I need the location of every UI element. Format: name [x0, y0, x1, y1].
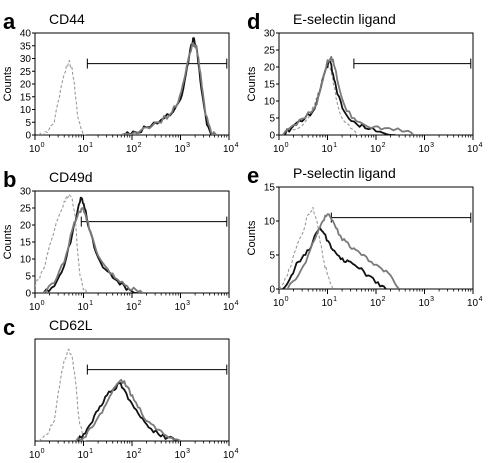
y-tick-label: 0	[269, 285, 275, 296]
y-tick-label: 15	[264, 183, 276, 194]
sample-histogram-line	[123, 37, 213, 135]
plot-frame	[278, 186, 474, 290]
x-tick-label: 100	[273, 142, 289, 155]
y-tick-label: 5	[269, 251, 275, 262]
sample-histogram-line	[282, 59, 396, 135]
y-tick-label: 15	[264, 80, 276, 91]
sample-histogram-line	[282, 226, 387, 289]
x-tick-label: 103	[175, 142, 191, 155]
x-tick-label: 101	[322, 142, 338, 155]
y-tick-label: 10	[20, 105, 32, 116]
x-tick-label: 104	[467, 142, 483, 155]
y-axis-label: Counts	[2, 66, 14, 101]
y-tick-label: 25	[264, 46, 276, 57]
y-tick-label: 5	[269, 114, 275, 125]
x-tick-label: 101	[322, 296, 338, 309]
x-tick-label: 103	[419, 296, 435, 309]
panel-title: CD49d	[49, 169, 93, 185]
panel-letter: c	[3, 315, 15, 340]
x-tick-label: 104	[223, 300, 239, 313]
y-tick-label: 30	[20, 187, 32, 198]
y-tick-label: 15	[20, 92, 32, 103]
control-histogram-line	[38, 348, 86, 441]
panel-title: E-selectin ligand	[293, 11, 396, 27]
x-tick-label: 101	[78, 142, 94, 155]
y-tick-label: 20	[20, 221, 32, 232]
x-tick-label: 102	[370, 142, 386, 155]
y-axis-label: Counts	[246, 66, 258, 101]
y-tick-label: 35	[20, 41, 32, 52]
sample-histogram-line	[120, 42, 218, 135]
y-tick-label: 25	[20, 67, 32, 78]
y-tick-label: 5	[25, 272, 31, 283]
plot-frame	[34, 190, 230, 294]
x-tick-label: 102	[126, 448, 142, 461]
x-tick-label: 103	[175, 448, 191, 461]
x-tick-label: 102	[126, 142, 142, 155]
y-tick-label: 0	[269, 131, 275, 142]
y-tick-label: 10	[264, 97, 276, 108]
panel-c: c CD62L 100 101 102 103 104	[3, 315, 239, 461]
panel-letter: b	[3, 167, 16, 192]
y-tick-label: 40	[20, 29, 32, 40]
x-tick-label: 100	[29, 300, 45, 313]
y-tick-label: 5	[25, 118, 31, 129]
panel-b: b CD49d 100 101 102 103 104 0 5 10 15 20 25 30 Counts	[2, 167, 239, 313]
sample-histogram-line	[282, 55, 415, 135]
y-tick-label: 0	[25, 289, 31, 300]
x-tick-label: 103	[175, 300, 191, 313]
x-tick-label: 102	[370, 296, 386, 309]
x-tick-label: 101	[78, 448, 94, 461]
y-tick-label: 10	[20, 255, 32, 266]
panel-letter: a	[3, 9, 16, 34]
panel-title: CD44	[49, 11, 85, 27]
y-tick-label: 10	[264, 217, 276, 228]
panel-title: P-selectin ligand	[293, 165, 396, 181]
x-tick-label: 104	[223, 448, 239, 461]
y-tick-label: 20	[20, 80, 32, 91]
x-tick-label: 103	[419, 142, 435, 155]
y-axis-label: Counts	[246, 220, 258, 255]
y-tick-label: 25	[20, 204, 32, 215]
y-tick-label: 30	[20, 54, 32, 65]
panel-letter: d	[247, 9, 260, 34]
panel-d: d E-selectin ligand 100 101 102 103 104 0 5 10 15 2…	[246, 9, 483, 155]
sample-histogram-line	[75, 378, 181, 441]
x-tick-label: 100	[273, 296, 289, 309]
control-histogram-line	[284, 63, 360, 135]
control-histogram-line	[279, 206, 334, 289]
y-tick-label: 15	[20, 238, 32, 249]
x-tick-label: 104	[223, 142, 239, 155]
control-histogram-line	[38, 60, 86, 135]
y-tick-label: 30	[264, 29, 276, 40]
sample-histogram-line	[75, 382, 179, 441]
control-histogram-line	[35, 193, 88, 293]
y-tick-label: 20	[264, 63, 276, 74]
panel-letter: e	[247, 163, 259, 188]
panel-e: e P-selectin ligand 100 101 102 103 104 0 5 10 15 C…	[246, 163, 483, 309]
plot-frame	[278, 32, 474, 136]
plot-frame	[34, 338, 230, 442]
y-tick-label: 0	[25, 131, 31, 142]
sample-histogram-line	[286, 213, 400, 289]
x-tick-label: 100	[29, 142, 45, 155]
x-tick-label: 102	[126, 300, 142, 313]
sample-histogram-line	[42, 207, 145, 293]
y-axis-label: Counts	[2, 224, 14, 259]
x-tick-label: 104	[467, 296, 483, 309]
x-tick-label: 101	[78, 300, 94, 313]
sample-histogram-line	[42, 196, 140, 293]
x-tick-label: 100	[29, 448, 45, 461]
panel-title: CD62L	[49, 317, 93, 333]
